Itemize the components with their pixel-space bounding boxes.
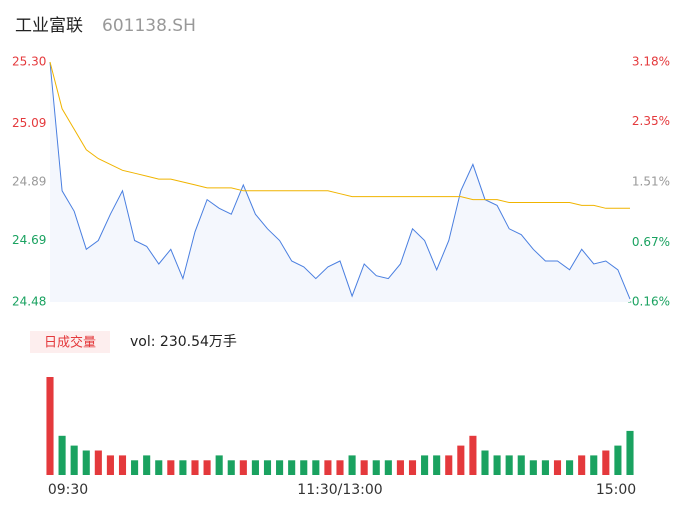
y-tick-label: 24.48 [12,295,46,309]
volume-bar [602,450,610,475]
volume-bar [384,460,392,475]
volume-bar [360,460,368,475]
volume-bar [131,460,139,475]
volume-bar [493,455,501,475]
y2-tick-label: 0.67% [632,235,670,249]
volume-total: vol: 230.54万手 [130,334,237,350]
volume-bar [336,460,344,475]
volume-bar [396,460,404,475]
volume-bar [553,460,562,475]
volume-bar [263,460,272,475]
volume-bar [70,445,78,475]
volume-bar [566,460,574,475]
volume-bar [445,455,453,475]
volume-bar [239,460,247,475]
volume-bar [614,445,622,475]
x-tick-label: 15:00 [596,482,636,498]
volume-bar [215,455,223,475]
x-tick-label: 09:30 [48,482,88,498]
volume-bar [227,460,235,475]
volume-bar [469,435,477,475]
y-tick-label: 24.69 [12,233,46,247]
volume-bar [421,455,429,475]
volume-bar [106,455,114,475]
y2-tick-label: -0.16% [628,295,670,309]
stock-code: 601138.SH [102,16,196,36]
volume-bar [94,450,102,475]
volume-bar [143,455,151,475]
volume-bar [324,460,332,475]
volume-label: 日成交量 [44,335,96,351]
volume-bar [118,455,127,475]
volume-bar [348,455,356,475]
volume-bar [179,460,187,475]
volume-bar [626,430,634,475]
volume-bar [457,445,465,475]
y2-tick-label: 1.51% [632,175,670,189]
volume-bar [517,455,525,475]
y2-tick-label: 2.35% [632,114,670,128]
y-tick-label: 25.09 [12,116,46,130]
volume-badge [30,331,110,353]
volume-bar [167,460,175,475]
volume-bar [276,460,284,475]
volume-bar [155,460,163,475]
volume-bar [541,460,549,475]
volume-bar [191,460,199,475]
volume-bar [505,455,513,475]
volume-bar [408,460,417,475]
average-line [49,61,630,209]
volume-bar [251,460,259,475]
volume-bar [312,460,320,475]
y-tick-label: 25.30 [12,55,46,69]
volume-bar [433,455,441,475]
volume-bar [82,450,90,475]
x-tick-label: 11:30/13:00 [297,482,382,498]
stock-name: 工业富联 [15,16,83,36]
y2-tick-label: 3.18% [632,55,670,69]
volume-bar [481,450,489,475]
volume-bar [46,377,54,475]
volume-bar [58,435,66,475]
volume-bar [372,460,380,475]
volume-bar [300,460,308,475]
price-area [50,62,630,302]
volume-bar [288,460,296,475]
y-tick-label: 24.89 [12,175,46,189]
volume-bar [203,460,211,475]
price-line [49,61,631,300]
volume-bar [590,455,598,475]
volume-bar [529,460,537,475]
volume-bar [578,455,586,475]
